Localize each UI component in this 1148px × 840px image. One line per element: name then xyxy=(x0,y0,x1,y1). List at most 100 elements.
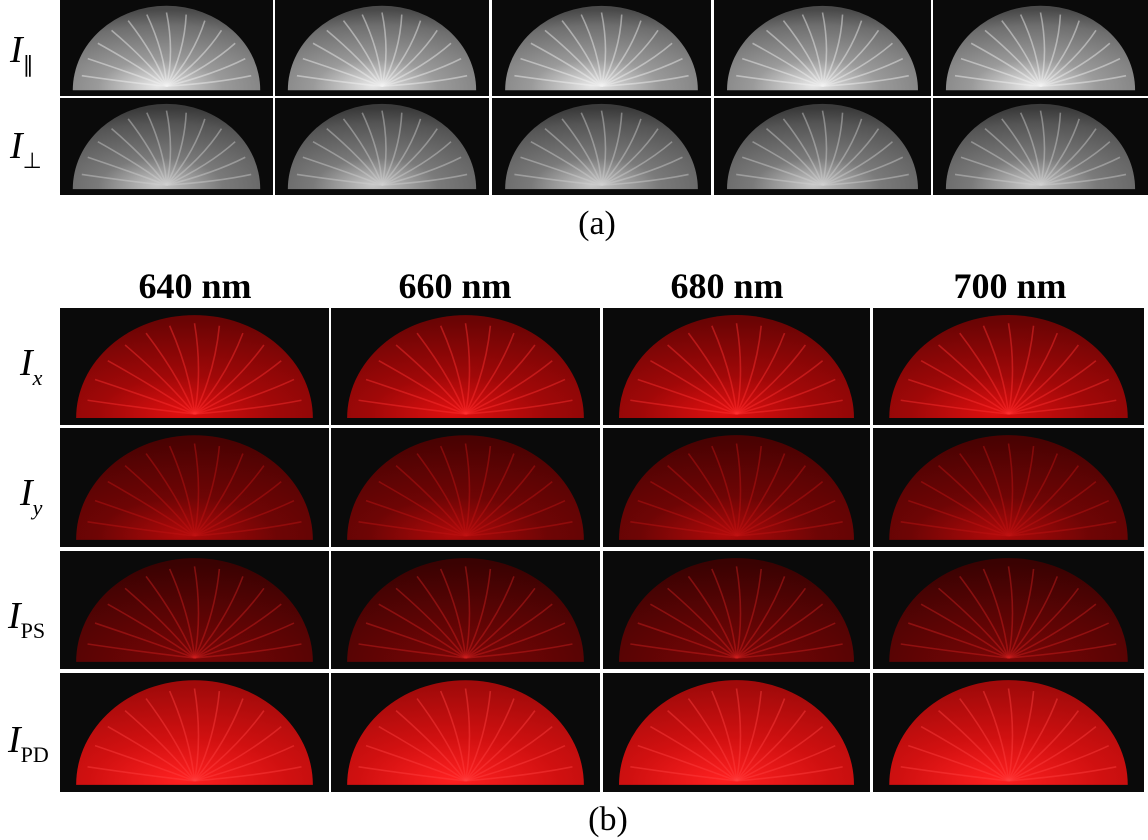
vein xyxy=(822,141,893,186)
vein xyxy=(107,480,195,537)
vein xyxy=(650,725,737,782)
vein xyxy=(358,643,466,659)
vein xyxy=(464,690,492,782)
vein xyxy=(378,480,466,537)
vein xyxy=(736,360,824,415)
vein xyxy=(296,74,383,88)
vein xyxy=(81,74,167,88)
vein xyxy=(514,74,602,88)
image-tile xyxy=(275,0,489,96)
image-tile xyxy=(603,673,870,792)
vein xyxy=(735,566,742,659)
vein xyxy=(464,566,471,659)
specimen xyxy=(72,5,261,91)
image-tile xyxy=(714,98,931,195)
vein xyxy=(711,445,738,536)
vein xyxy=(358,766,466,782)
vein xyxy=(1039,112,1062,186)
row-label-subscript: x xyxy=(32,365,43,390)
vein xyxy=(381,12,387,87)
vein xyxy=(667,465,738,537)
specimen xyxy=(619,435,854,540)
vein xyxy=(395,465,467,537)
vein xyxy=(194,587,265,659)
vein xyxy=(111,29,168,87)
vein xyxy=(193,576,244,659)
vein xyxy=(1008,643,1117,659)
vein xyxy=(736,173,823,186)
vein xyxy=(667,587,738,659)
vein xyxy=(580,112,603,186)
vein xyxy=(94,744,195,782)
vein xyxy=(630,643,737,659)
vein xyxy=(193,453,244,537)
vein xyxy=(1040,74,1127,88)
vein xyxy=(601,29,659,87)
row-label-symbol: I xyxy=(7,595,23,637)
vein xyxy=(381,14,403,87)
vein xyxy=(87,521,195,537)
vein xyxy=(127,118,168,186)
vein xyxy=(168,690,196,781)
vein xyxy=(465,480,553,537)
vein xyxy=(601,156,683,186)
row-label: Ix xyxy=(19,342,43,390)
vein xyxy=(1007,325,1035,415)
vein xyxy=(735,332,786,415)
vein xyxy=(465,344,536,415)
vein xyxy=(735,688,742,782)
vein xyxy=(735,698,786,782)
vein xyxy=(395,587,467,659)
image-tile xyxy=(331,551,600,669)
vein xyxy=(630,521,737,537)
vein xyxy=(146,112,168,186)
vein xyxy=(736,378,836,415)
specimen xyxy=(945,103,1136,190)
vein xyxy=(194,399,302,415)
vein xyxy=(960,156,1041,186)
vein xyxy=(194,643,302,659)
column-header: 700 nm xyxy=(953,266,1066,306)
image-tile xyxy=(603,308,870,425)
vein xyxy=(801,112,824,186)
vein xyxy=(464,443,471,537)
vein xyxy=(821,110,828,186)
vein xyxy=(465,360,553,415)
vein xyxy=(166,29,223,87)
vein xyxy=(145,332,196,415)
vein xyxy=(735,443,742,537)
vein xyxy=(465,643,573,659)
vein xyxy=(166,74,252,88)
vein xyxy=(821,20,863,87)
vein xyxy=(544,29,603,87)
vein xyxy=(464,688,471,782)
row-label-subscript: ⊥ xyxy=(23,148,42,173)
vein xyxy=(416,332,467,415)
vein xyxy=(600,14,623,87)
specimen xyxy=(347,558,584,662)
image-tile xyxy=(331,308,600,425)
vein xyxy=(821,118,863,186)
vein xyxy=(194,521,302,537)
vein xyxy=(735,325,762,415)
specimen xyxy=(505,103,698,190)
vein xyxy=(1008,521,1117,537)
vein xyxy=(194,499,295,537)
vein xyxy=(107,725,195,782)
vein xyxy=(1008,499,1110,537)
vein xyxy=(381,156,462,186)
image-tile xyxy=(873,428,1144,547)
vein xyxy=(920,603,1009,659)
vein xyxy=(520,57,602,87)
vein xyxy=(146,14,168,87)
vein xyxy=(465,499,566,537)
vein xyxy=(168,445,196,536)
row-label: IPD xyxy=(7,719,49,767)
vein xyxy=(465,399,573,415)
vein xyxy=(735,453,786,537)
vein xyxy=(381,20,422,87)
vein xyxy=(736,521,843,537)
specimen xyxy=(347,315,584,418)
vein xyxy=(342,118,383,186)
vein xyxy=(381,42,452,87)
